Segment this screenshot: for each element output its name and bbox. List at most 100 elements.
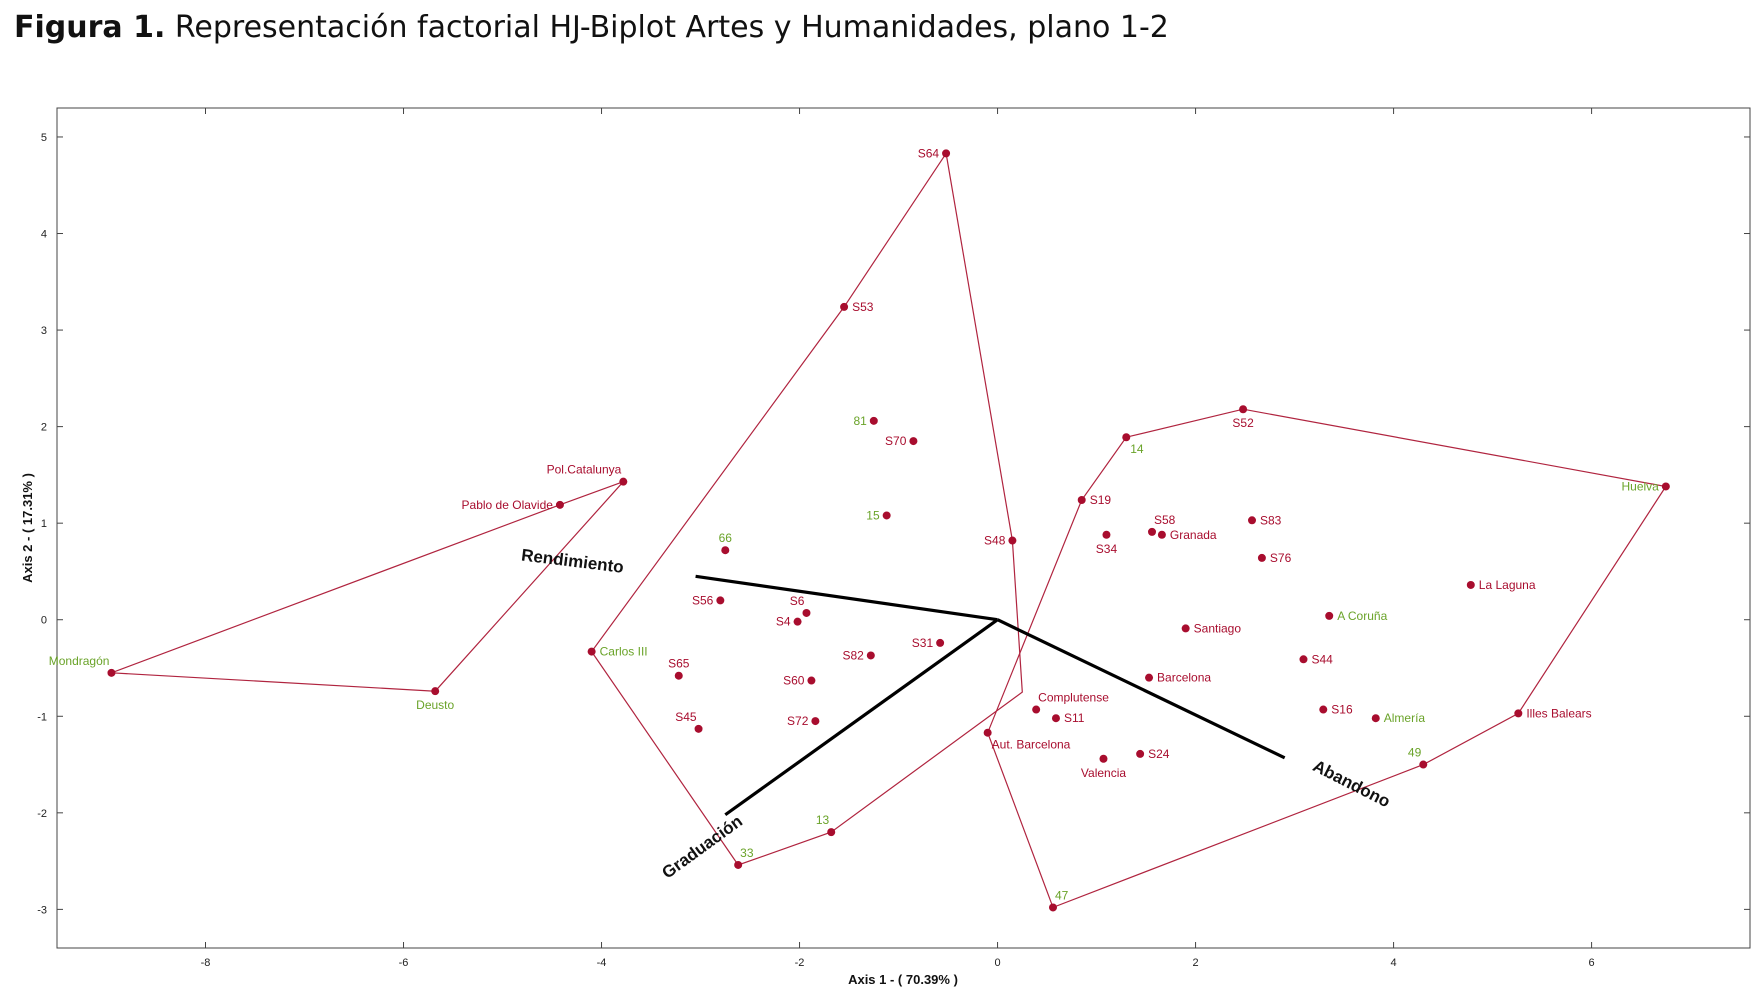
point-label-s24: S24 bbox=[1148, 747, 1170, 761]
point-label-s65: S65 bbox=[668, 657, 690, 671]
y-tick-label: -3 bbox=[37, 904, 47, 916]
point-label-s6: S6 bbox=[790, 594, 805, 608]
x-tick-label: 2 bbox=[1193, 957, 1199, 969]
point-label-s44: S44 bbox=[1311, 652, 1333, 666]
point-label-47: 47 bbox=[1055, 888, 1069, 902]
individual-points: S64 S53 81 S70 15 S48 66 S56 S6 S4 S31 S82 S65 S60 S45… bbox=[49, 146, 1670, 912]
point-label-pol-catalunya: Pol.Catalunya bbox=[547, 463, 622, 477]
y-tick-label: 0 bbox=[41, 615, 47, 627]
point-label-s52: S52 bbox=[1232, 416, 1254, 430]
y-tick-label: -1 bbox=[37, 711, 47, 723]
point-14 bbox=[1122, 433, 1131, 442]
y-tick-label: 4 bbox=[41, 229, 47, 241]
point-s83 bbox=[1248, 516, 1257, 525]
convex-hulls bbox=[111, 151, 1667, 909]
point-label-s48: S48 bbox=[984, 534, 1006, 548]
y-axis-title: Axis 2 - ( 17.31% ) bbox=[20, 473, 35, 583]
vector-graduacion bbox=[724, 618, 999, 817]
point-label-s64: S64 bbox=[918, 146, 940, 160]
point-mondragon bbox=[107, 668, 116, 677]
point-33 bbox=[734, 860, 743, 869]
point-barcelona bbox=[1145, 673, 1154, 682]
point-label-s82: S82 bbox=[842, 648, 864, 662]
point-label-14: 14 bbox=[1130, 442, 1144, 456]
figure-caption-number: Figura 1. bbox=[14, 10, 166, 45]
y-tick-label: 1 bbox=[41, 518, 47, 530]
point-label-33: 33 bbox=[740, 846, 754, 860]
point-s4 bbox=[793, 617, 802, 626]
point-s82 bbox=[866, 651, 875, 660]
point-s34 bbox=[1102, 530, 1111, 539]
point-label-s19: S19 bbox=[1090, 493, 1112, 507]
point-s64 bbox=[942, 149, 951, 158]
y-tick-label: 3 bbox=[41, 325, 47, 337]
point-s48 bbox=[1008, 536, 1017, 545]
point-label-s45: S45 bbox=[675, 710, 697, 724]
point-label-s34: S34 bbox=[1096, 542, 1118, 556]
point-label-granada: Granada bbox=[1170, 528, 1217, 542]
point-label-huelva: Huelva bbox=[1621, 479, 1659, 493]
point-47 bbox=[1048, 903, 1057, 912]
point-label-15: 15 bbox=[866, 508, 880, 522]
point-label-s76: S76 bbox=[1270, 551, 1292, 565]
point-s70 bbox=[909, 437, 918, 446]
point-81 bbox=[869, 416, 878, 425]
point-pablo-de-olavide bbox=[555, 500, 564, 509]
x-tick-label: 0 bbox=[994, 957, 1000, 969]
point-label-s70: S70 bbox=[885, 434, 907, 448]
plot-frame bbox=[56, 107, 1751, 949]
point-label-la-laguna: La Laguna bbox=[1479, 578, 1536, 592]
point-label-almeria: Almería bbox=[1384, 711, 1426, 725]
point-s76 bbox=[1257, 553, 1266, 562]
point-label-s56: S56 bbox=[692, 593, 714, 607]
point-s72 bbox=[811, 717, 820, 726]
point-13 bbox=[827, 828, 836, 837]
axis-ticks: -8 -6 -4 -2 0 2 4 6 -3 -2 -1 0 1 2 3 4 5 bbox=[37, 108, 1750, 969]
point-valencia bbox=[1099, 754, 1108, 763]
point-label-illes-balears: Illes Balears bbox=[1526, 706, 1591, 720]
x-tick-label: -4 bbox=[597, 957, 607, 969]
x-axis-title: Axis 1 - ( 70.39% ) bbox=[848, 972, 958, 987]
y-tick-label: 2 bbox=[41, 422, 47, 434]
convex-hull-1 bbox=[111, 481, 624, 692]
point-s6 bbox=[802, 608, 811, 617]
point-label-aut-barcelona: Aut. Barcelona bbox=[992, 738, 1071, 752]
point-label-66: 66 bbox=[719, 531, 733, 545]
point-s53 bbox=[840, 302, 849, 311]
vector-label-rendimiento: Rendimiento bbox=[520, 545, 625, 576]
figure-caption-text: Representación factorial HJ-Biplot Artes… bbox=[165, 10, 1169, 45]
point-s65 bbox=[674, 671, 683, 680]
point-s60 bbox=[807, 676, 816, 685]
y-tick-label: 5 bbox=[41, 132, 47, 144]
x-tick-label: -8 bbox=[201, 957, 211, 969]
point-s58 bbox=[1148, 527, 1157, 536]
point-label-s58: S58 bbox=[1154, 513, 1176, 527]
point-label-santiago: Santiago bbox=[1194, 621, 1242, 635]
vector-abandono bbox=[996, 618, 1286, 760]
point-label-81: 81 bbox=[853, 414, 867, 428]
point-label-s72: S72 bbox=[787, 714, 809, 728]
point-label-s16: S16 bbox=[1331, 703, 1353, 717]
point-s44 bbox=[1299, 655, 1308, 664]
figure-caption: Figura 1. Representación factorial HJ-Bi… bbox=[14, 10, 1169, 45]
point-label-pablo-de-olavide: Pablo de Olavide bbox=[462, 498, 554, 512]
y-tick-label: -2 bbox=[37, 808, 47, 820]
point-complutense bbox=[1032, 705, 1041, 714]
point-s56 bbox=[716, 596, 725, 605]
x-tick-label: 6 bbox=[1589, 957, 1595, 969]
point-label-carlos-iii: Carlos III bbox=[600, 645, 648, 659]
point-label-s83: S83 bbox=[1260, 513, 1282, 527]
point-s16 bbox=[1319, 705, 1328, 714]
point-label-barcelona: Barcelona bbox=[1157, 671, 1211, 685]
point-s19 bbox=[1077, 496, 1086, 504]
point-carlos-iii bbox=[587, 647, 596, 656]
point-label-s11: S11 bbox=[1064, 711, 1085, 725]
point-label-13: 13 bbox=[816, 813, 830, 827]
point-49 bbox=[1419, 760, 1428, 769]
point-la-laguna bbox=[1466, 580, 1475, 589]
point-a-coruna bbox=[1325, 611, 1334, 620]
point-label-deusto: Deusto bbox=[416, 698, 454, 712]
point-label-s31: S31 bbox=[912, 636, 934, 650]
